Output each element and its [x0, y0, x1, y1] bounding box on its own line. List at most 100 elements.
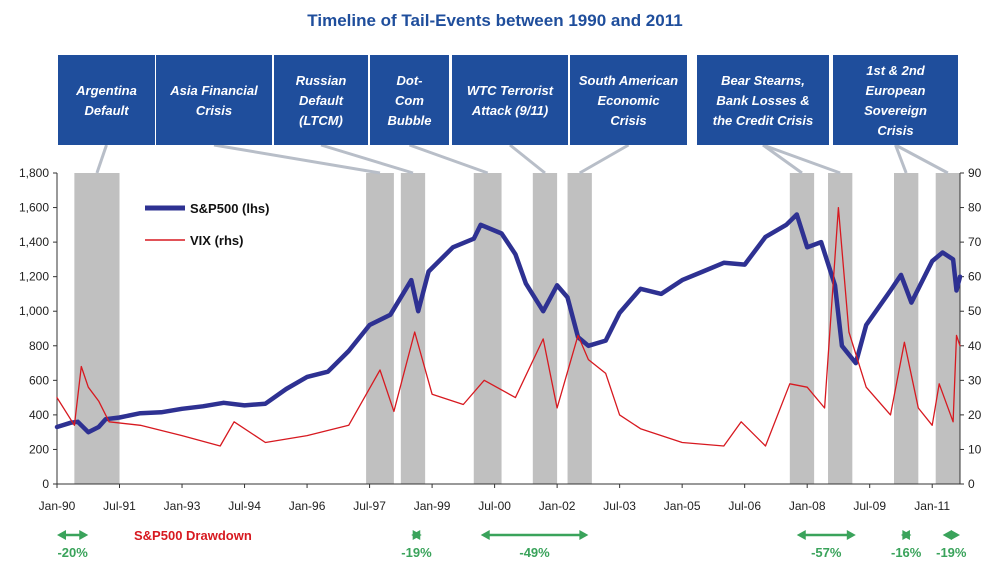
x-tick-label: Jan-02: [539, 499, 576, 513]
drawdown-arrow-head: [942, 530, 952, 540]
event-box-label: (LTCM): [299, 113, 343, 128]
event-box-label: Bear Stearns,: [721, 73, 805, 88]
drawdown-arrow-head: [579, 530, 589, 540]
event-connector: [578, 143, 630, 175]
axes: 0 200 400 600 800 1,000 1,200 1,400 1,600 1,800 0 1…: [19, 166, 982, 513]
x-tick-label: Jul-06: [728, 499, 761, 513]
event-box-label: Com: [395, 93, 424, 108]
event-connector: [408, 143, 489, 175]
event-shade-7-0: [894, 173, 919, 484]
event-box-label: Default: [299, 93, 344, 108]
x-tick-label: Jan-08: [789, 499, 826, 513]
y-right-tick-label: 30: [968, 373, 982, 387]
series: [54, 206, 963, 447]
drawdown-arrow-head: [902, 530, 912, 540]
event-box-label: 1st & 2nd: [866, 63, 926, 78]
chart-title: Timeline of Tail-Events between 1990 and…: [307, 11, 682, 30]
event-box-2: [274, 55, 368, 145]
y-right-tick-label: 80: [968, 201, 982, 215]
event-connector: [894, 144, 908, 174]
y-right-tick-label: 40: [968, 339, 982, 353]
event-box-7: [833, 55, 958, 145]
event-box-label: the Credit Crisis: [713, 113, 813, 128]
drawdown-value: -16%: [891, 545, 922, 560]
event-shade-0-0: [74, 173, 120, 484]
drawdown-arrow-head: [951, 530, 960, 540]
x-tick-label: Jan-99: [414, 499, 451, 513]
drawdown-value: -57%: [811, 545, 842, 560]
event-box-label: Asia Financial: [169, 83, 258, 98]
event-box-label: Sovereign: [864, 103, 927, 118]
y-right-tick-label: 10: [968, 442, 982, 456]
event-box-label: Bank Losses &: [716, 93, 809, 108]
legend: S&P500 (lhs) VIX (rhs): [145, 201, 269, 248]
event-box-1: [156, 55, 272, 145]
drawdown-arrow-head: [796, 530, 806, 540]
event-box-0: [58, 55, 155, 145]
drawdown-arrow-head: [57, 530, 66, 540]
event-shade-4-0: [532, 173, 558, 484]
event-box-3: [370, 55, 449, 145]
x-tick-label: Jan-90: [39, 499, 76, 513]
x-tick-label: Jan-05: [664, 499, 701, 513]
event-connector: [762, 143, 841, 175]
event-connector: [509, 143, 546, 175]
event-shades: [74, 173, 960, 484]
x-tick-label: Jul-91: [103, 499, 136, 513]
event-shade-3-0: [473, 173, 502, 484]
event-shade-1-0: [366, 173, 394, 484]
series-line-sp500: [54, 212, 963, 435]
y-left-tick-label: 200: [29, 442, 49, 456]
x-tick-label: Jul-09: [853, 499, 886, 513]
event-box-label: Crisis: [877, 123, 913, 138]
y-left-tick-label: 800: [29, 339, 49, 353]
y-left-tick-label: 1,400: [19, 235, 49, 249]
y-right-tick-label: 60: [968, 270, 982, 284]
legend-label: VIX (rhs): [190, 233, 243, 248]
y-right-tick-label: 0: [968, 477, 975, 491]
drawdown-arrow-head: [79, 530, 89, 540]
event-box-label: Crisis: [196, 103, 232, 118]
x-tick-label: Jul-94: [228, 499, 261, 513]
drawdown-legend-label: S&P500 Drawdown: [134, 528, 252, 543]
y-left-tick-label: 1,200: [19, 270, 49, 284]
event-box-6: [697, 55, 829, 145]
y-left-tick-label: 400: [29, 408, 49, 422]
event-box-4: [452, 55, 568, 145]
event-box-label: Crisis: [610, 113, 646, 128]
x-tick-label: Jan-11: [914, 499, 950, 513]
drawdown-arrow-head: [412, 530, 422, 540]
drawdown-arrow-head: [480, 530, 490, 540]
drawdown-value: -19%: [401, 545, 432, 560]
x-tick-label: Jan-93: [164, 499, 201, 513]
drawdown-value: -19%: [936, 545, 967, 560]
x-tick-label: Jul-00: [478, 499, 511, 513]
drawdown-value: -20%: [57, 545, 88, 560]
event-shade-2-0: [400, 173, 426, 484]
event-connector: [894, 143, 949, 175]
event-box-5: [570, 55, 687, 145]
x-tick-label: Jul-97: [353, 499, 386, 513]
y-right-tick-label: 50: [968, 304, 982, 318]
drawdown-value: -49%: [519, 545, 550, 560]
event-box-label: South American: [579, 73, 678, 88]
drawdowns: -20% -19% -49% -57% -16% -19% S&P500 Drawdown: [57, 528, 967, 560]
legend-label: S&P500 (lhs): [190, 201, 269, 216]
y-right-tick-label: 20: [968, 408, 982, 422]
series-line-vix: [56, 206, 961, 447]
event-connector: [95, 144, 108, 174]
event-box-label: Bubble: [387, 113, 431, 128]
y-left-tick-label: 1,800: [19, 166, 49, 180]
event-box-label: Dot-: [397, 73, 423, 88]
y-right-tick-label: 70: [968, 235, 982, 249]
drawdown-arrow-head: [846, 530, 856, 540]
event-connector: [320, 143, 414, 175]
event-shade-7-1: [935, 173, 960, 484]
event-shade-5-0: [567, 173, 592, 484]
y-left-tick-label: 1,000: [19, 304, 49, 318]
event-box-label: WTC Terrorist: [467, 83, 554, 98]
x-tick-label: Jul-03: [603, 499, 636, 513]
event-box-label: Attack (9/11): [471, 103, 548, 118]
